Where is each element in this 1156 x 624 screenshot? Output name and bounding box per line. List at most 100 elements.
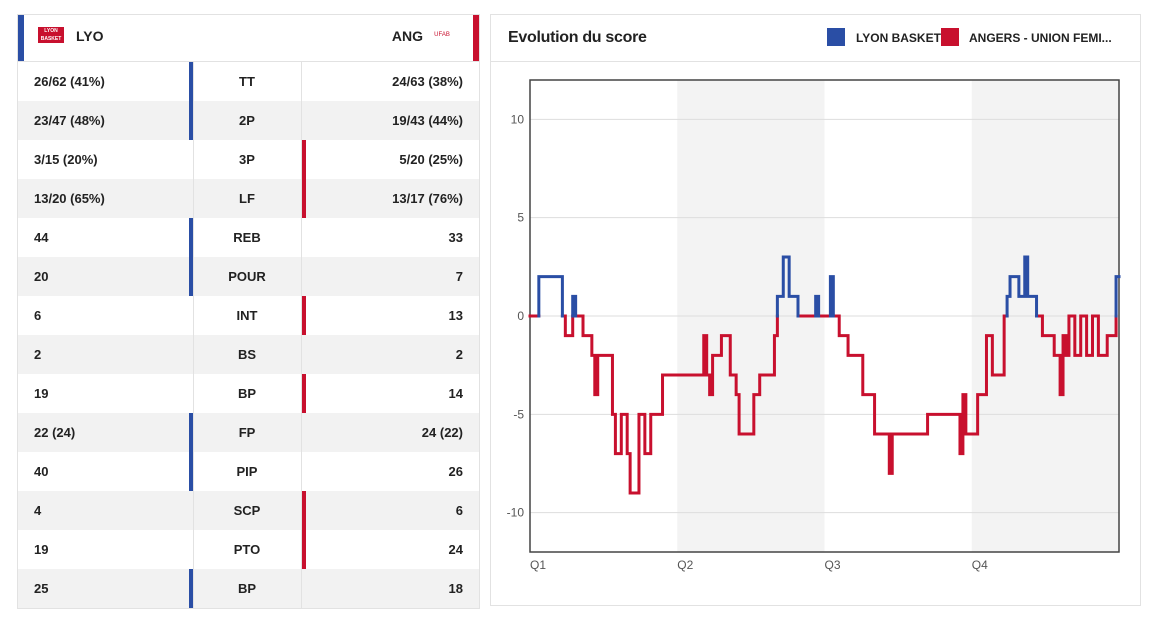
- stat-value-angers: 2: [455, 347, 463, 362]
- legend-swatch-lyon[interactable]: [827, 28, 845, 46]
- legend-label-angers[interactable]: ANGERS - UNION FEMI...: [969, 31, 1112, 45]
- series-line-lyon: [537, 255, 1121, 318]
- stat-value-angers: 6: [455, 503, 463, 518]
- stat-row-lf: 13/20 (65%) LF 13/17 (76%): [18, 179, 479, 218]
- column-divider: [301, 530, 302, 569]
- stat-label: 3P: [239, 152, 255, 167]
- angers-advantage-marker: [302, 140, 306, 179]
- stat-row-bs: 2 BS 2: [18, 335, 479, 374]
- stat-value-angers: 19/43 (44%): [392, 113, 463, 128]
- column-divider: [193, 218, 194, 257]
- angers-advantage-marker: [302, 296, 306, 335]
- stat-value-lyon: 20: [34, 269, 49, 284]
- legend-label-lyon[interactable]: LYON BASKET: [856, 31, 941, 45]
- stat-row-2p: 23/47 (48%) 2P 19/43 (44%): [18, 101, 479, 140]
- stat-row-scp: 4 SCP 6: [18, 491, 479, 530]
- score-evolution-panel: Evolution du score LYON BASKET ANGERS - …: [490, 14, 1141, 606]
- stat-row-tt: 26/62 (41%) TT 24/63 (38%): [18, 62, 479, 101]
- stat-value-lyon: 2: [34, 347, 42, 362]
- column-divider: [193, 413, 194, 452]
- stat-value-angers: 13: [448, 308, 463, 323]
- stat-row-int: 6 INT 13: [18, 296, 479, 335]
- stat-value-lyon: 40: [34, 464, 49, 479]
- stats-rows: 26/62 (41%) TT 24/63 (38%) 23/47 (48%) 2P 19/…: [18, 62, 479, 608]
- y-tick-label: 0: [517, 309, 524, 323]
- stat-value-lyon: 25: [34, 581, 49, 596]
- stat-label: PTO: [233, 542, 261, 557]
- stat-row-pip: 40 PIP 26: [18, 452, 479, 491]
- stat-value-angers: 24 (22): [421, 425, 463, 440]
- x-tick-label: Q4: [972, 558, 988, 572]
- chart-header: Evolution du score LYON BASKET ANGERS - …: [491, 15, 1140, 62]
- y-tick-label: -5: [513, 407, 524, 421]
- y-tick-label: 10: [511, 112, 525, 126]
- chart-title: Evolution du score: [508, 29, 647, 46]
- column-divider: [193, 335, 194, 374]
- stat-row-pour: 20 POUR 7: [18, 257, 479, 296]
- stat-value-lyon: 3/15 (20%): [34, 152, 98, 167]
- angers-advantage-marker: [302, 179, 306, 218]
- lyon-advantage-marker: [189, 218, 193, 257]
- stat-value-lyon: 26/62 (41%): [34, 74, 105, 89]
- stat-label: POUR: [228, 269, 266, 284]
- column-divider: [193, 491, 194, 530]
- stat-value-angers: 5/20 (25%): [399, 152, 463, 167]
- column-divider: [301, 218, 302, 257]
- x-tick-label: Q1: [530, 558, 546, 572]
- stat-value-angers: 13/17 (76%): [392, 191, 463, 206]
- column-divider: [301, 179, 302, 218]
- angers-advantage-marker: [302, 491, 306, 530]
- stat-label: FP: [238, 425, 256, 440]
- x-tick-label: Q2: [677, 558, 693, 572]
- column-divider: [301, 335, 302, 374]
- lyon-advantage-marker: [189, 569, 193, 608]
- column-divider: [301, 413, 302, 452]
- stat-value-angers: 33: [448, 230, 463, 245]
- stat-value-lyon: 19: [34, 386, 49, 401]
- stat-value-angers: 24/63 (38%): [392, 74, 463, 89]
- angers-color-bar: [473, 15, 479, 61]
- stat-label: BP: [237, 386, 257, 401]
- stat-label: BP: [237, 581, 257, 596]
- stats-header: LYON BASKET LYO ANG UFAB: [18, 15, 479, 62]
- lyon-advantage-marker: [189, 452, 193, 491]
- column-divider: [301, 374, 302, 413]
- stat-value-angers: 18: [448, 581, 463, 596]
- column-divider: [301, 296, 302, 335]
- stat-row-pto: 19 PTO 24: [18, 530, 479, 569]
- stat-value-lyon: 19: [34, 542, 49, 557]
- stat-label: PIP: [236, 464, 258, 479]
- lyon-logo: LYON BASKET: [38, 27, 64, 43]
- column-divider: [301, 491, 302, 530]
- column-divider: [193, 296, 194, 335]
- stat-label: BS: [237, 347, 257, 362]
- x-tick-label: Q3: [825, 558, 841, 572]
- stat-row-bp: 25 BP 18: [18, 569, 479, 608]
- column-divider: [301, 257, 302, 296]
- stat-value-lyon: 23/47 (48%): [34, 113, 105, 128]
- column-divider: [193, 140, 194, 179]
- column-divider: [193, 569, 194, 608]
- stat-value-angers: 7: [455, 269, 463, 284]
- column-divider: [301, 452, 302, 491]
- column-divider: [301, 140, 302, 179]
- stat-value-angers: 14: [448, 386, 463, 401]
- lyon-color-bar: [18, 15, 24, 61]
- stat-value-lyon: 44: [34, 230, 49, 245]
- team-right-name: ANG: [391, 28, 423, 44]
- y-tick-label: -10: [507, 506, 525, 520]
- stat-value-lyon: 6: [34, 308, 42, 323]
- team-left-name: LYO: [76, 28, 104, 44]
- stat-label: 2P: [239, 113, 255, 128]
- stat-value-lyon: 4: [34, 503, 42, 518]
- y-tick-label: 5: [517, 211, 524, 225]
- series-line-angers: [528, 314, 1118, 495]
- column-divider: [193, 101, 194, 140]
- angers-advantage-marker: [302, 530, 306, 569]
- lyon-advantage-marker: [189, 413, 193, 452]
- stat-row-bp: 19 BP 14: [18, 374, 479, 413]
- lyon-advantage-marker: [189, 101, 193, 140]
- stat-label: TT: [239, 74, 255, 89]
- legend-swatch-angers[interactable]: [941, 28, 959, 46]
- stat-label: SCP: [233, 503, 261, 518]
